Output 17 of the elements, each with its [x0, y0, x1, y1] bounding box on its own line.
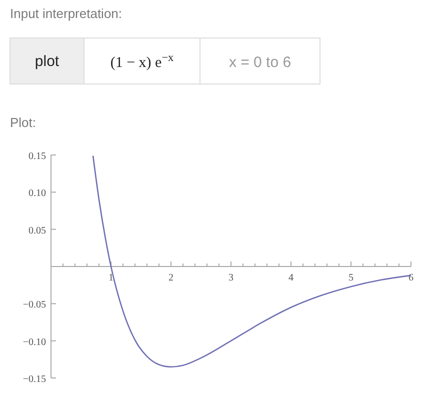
- x-tick-label: 1: [108, 272, 114, 284]
- text: plot: [34, 53, 60, 70]
- y-tick-label: −0.05: [22, 300, 46, 311]
- text: x = 0 to 6: [228, 54, 292, 71]
- y-tick-label: 0.15: [28, 151, 46, 162]
- x-tick-label: 3: [228, 272, 234, 284]
- chart-title: Input interpretation:: [10, 6, 122, 21]
- y-tick-label: −0.10: [22, 336, 46, 348]
- x-tick-label: 4: [288, 272, 294, 284]
- line-series: [92, 155, 412, 368]
- text: Plot:: [10, 115, 36, 130]
- text: (1 − x) e$^{−x}$: [110, 52, 174, 71]
- y-tick-label: −0.15: [22, 374, 46, 385]
- x-tick-label: 2: [168, 272, 174, 284]
- y-tick-label: 0.10: [28, 188, 46, 200]
- y-tick-label: 0.05: [28, 225, 46, 236]
- x-tick-label: 5: [348, 272, 354, 284]
